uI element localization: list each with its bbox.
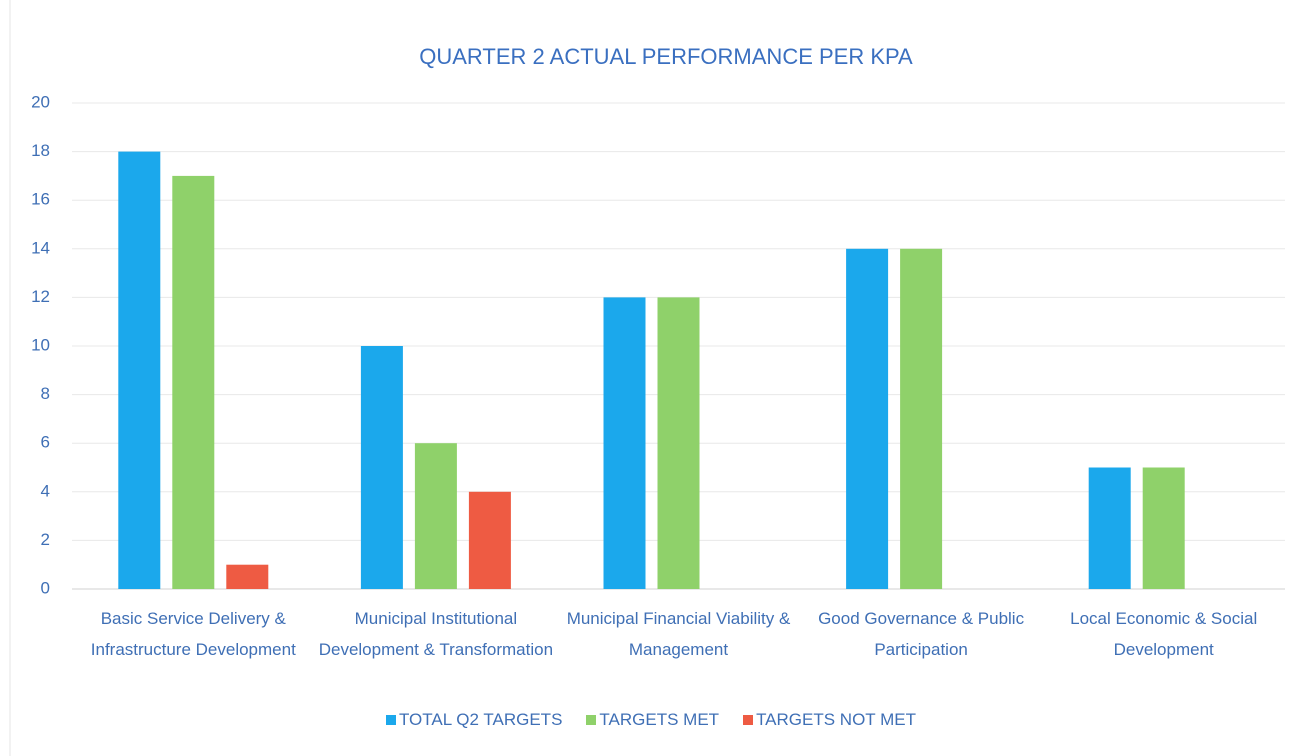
legend-label: TOTAL Q2 TARGETS (398, 710, 563, 729)
legend-swatch (586, 715, 597, 725)
x-tick-label: Municipal Institutional Development & Tr… (318, 609, 554, 659)
bar (846, 248, 889, 590)
legend: TOTAL Q2 TARGETS TARGETS MET TARGETS NOT M… (0, 710, 1302, 730)
bar (360, 346, 403, 589)
y-tick-label: 8 (41, 384, 50, 403)
y-tick-label: 10 (31, 335, 50, 354)
x-tick-label: Good Governance & Public Participation (818, 609, 1025, 659)
bar (468, 491, 511, 589)
legend-label: TARGETS MET (599, 710, 720, 729)
legend-item: TOTAL Q2 TARGETS (385, 710, 563, 730)
x-tick-label: Municipal Financial Viability & Manageme… (566, 609, 791, 659)
y-tick-label: 12 (31, 287, 50, 306)
bar (172, 175, 215, 589)
bar (414, 443, 457, 589)
bar (657, 297, 700, 589)
y-tick-label: 4 (41, 481, 50, 500)
bar (226, 564, 269, 589)
y-tick-label: 20 (31, 92, 50, 111)
legend-swatch (385, 715, 396, 725)
x-tick-label: Basic Service Delivery & Infrastructure … (90, 609, 296, 659)
chart-title: QUARTER 2 ACTUAL PERFORMANCE PER KPA (419, 44, 913, 69)
legend-item: TARGETS MET (586, 710, 719, 730)
legend-item: TARGETS NOT MET (743, 710, 916, 730)
y-tick-label: 0 (41, 578, 50, 597)
bar (900, 248, 943, 590)
y-tick-label: 18 (31, 141, 50, 160)
y-tick-label: 2 (41, 530, 50, 549)
legend-swatch (743, 715, 754, 725)
bar (1088, 467, 1131, 589)
legend-label: TARGETS NOT MET (756, 710, 916, 729)
y-tick-label: 6 (41, 433, 50, 452)
y-tick-label: 14 (31, 238, 50, 257)
bar (118, 151, 161, 589)
bar (1142, 467, 1185, 589)
bar (603, 297, 646, 589)
x-tick-label: Local Economic & Social Development (1070, 609, 1258, 659)
y-tick-label: 16 (31, 190, 50, 209)
